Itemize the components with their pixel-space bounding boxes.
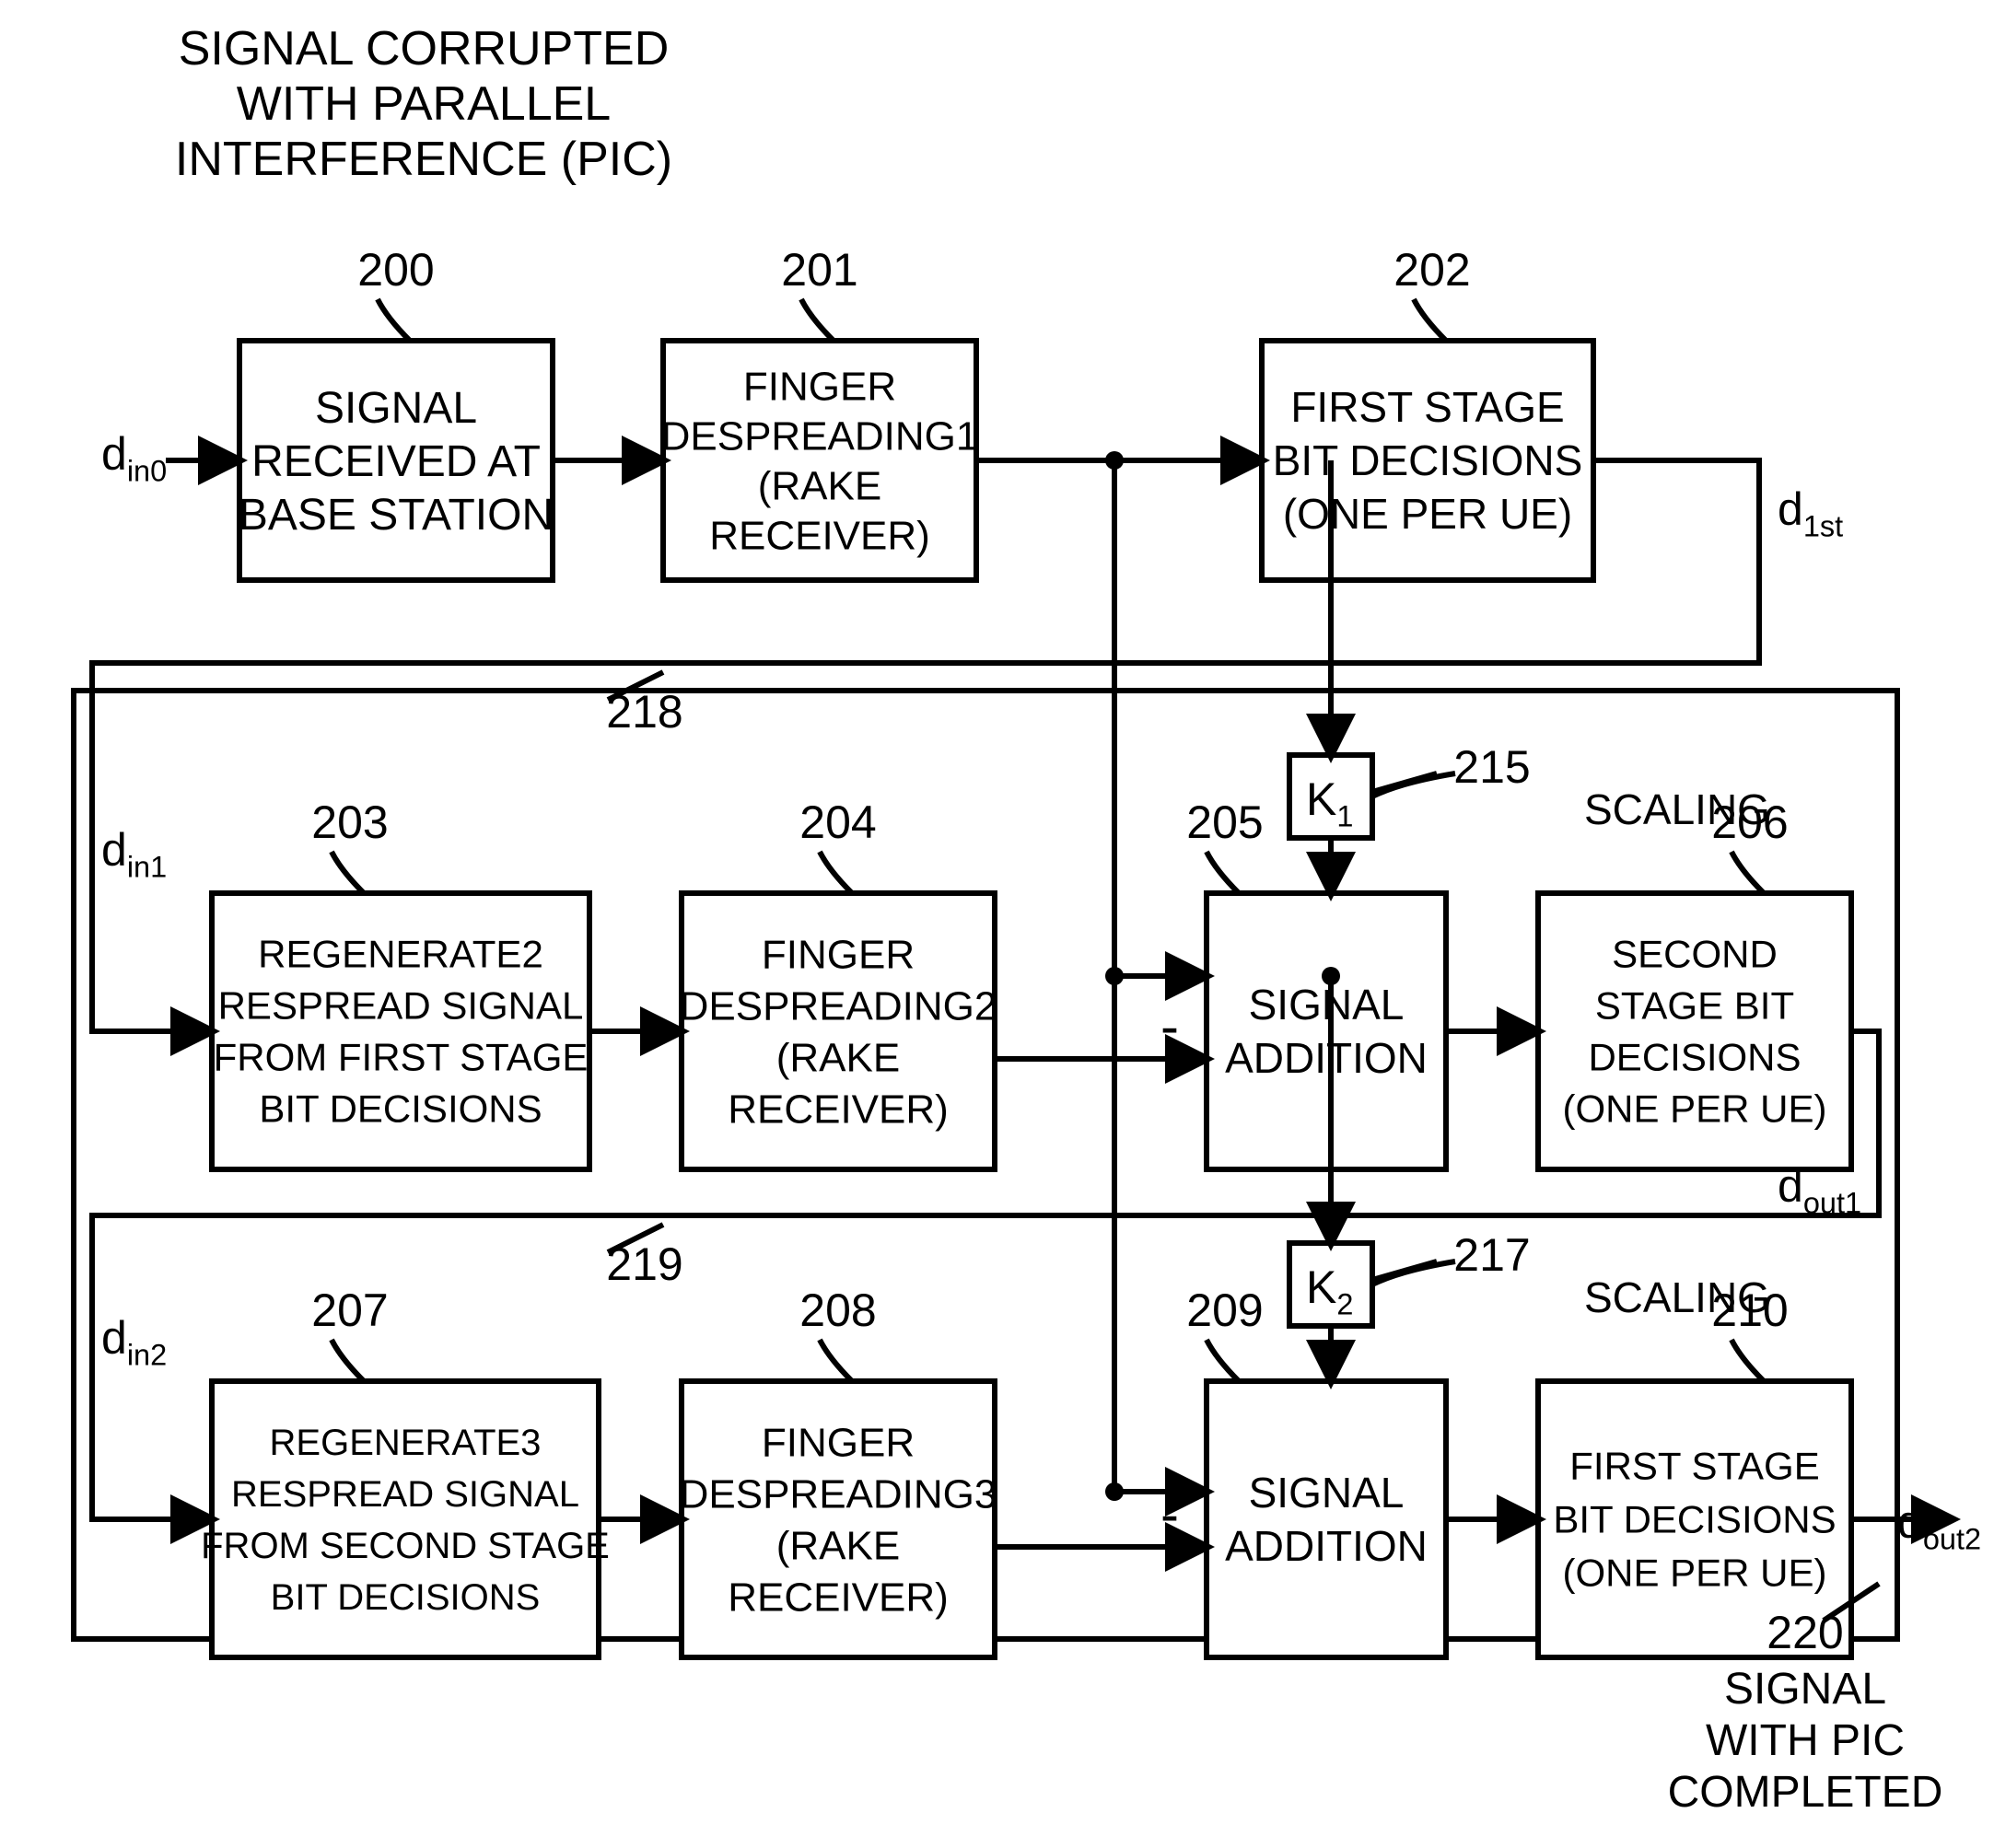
b202-ref: 202: [1393, 244, 1470, 296]
svg-text:RESPREAD SIGNAL: RESPREAD SIGNAL: [231, 1474, 579, 1515]
svg-text:(ONE PER UE): (ONE PER UE): [1283, 490, 1572, 538]
svg-text:SIGNAL: SIGNAL: [1249, 981, 1405, 1029]
svg-text:FROM FIRST STAGE: FROM FIRST STAGE: [214, 1036, 589, 1079]
minus-5: -: [1160, 995, 1179, 1057]
svg-text:BIT DECISIONS: BIT DECISIONS: [1553, 1498, 1836, 1541]
ref-r218: 218: [606, 686, 682, 738]
svg-text:WITH PIC: WITH PIC: [1706, 1716, 1905, 1765]
b202-label: FIRST STAGE BIT DECISIONS (ONE PER UE): [1273, 383, 1583, 538]
b207-ref: 207: [311, 1284, 388, 1336]
diagram-canvas: SIGNAL CORRUPTEDWITH PARALLELINTERFERENC…: [0, 0, 1994, 1848]
svg-text:RESPREAD SIGNAL: RESPREAD SIGNAL: [218, 984, 584, 1028]
b200-ref-tick: [378, 299, 410, 341]
svg-text:RECEIVED AT: RECEIVED AT: [251, 437, 541, 486]
svg-text:DECISIONS: DECISIONS: [1588, 1036, 1801, 1079]
svg-text:(ONE PER UE): (ONE PER UE): [1562, 1552, 1826, 1595]
b202-ref-tick: [1414, 299, 1446, 341]
b205-ref-tick: [1207, 852, 1239, 893]
k1-ref-tick: [1372, 773, 1455, 796]
svg-text:BIT DECISIONS: BIT DECISIONS: [259, 1087, 542, 1131]
svg-text:DESPREADING3: DESPREADING3: [680, 1471, 997, 1517]
b201-ref-tick: [801, 299, 834, 341]
b208-ref: 208: [799, 1284, 876, 1336]
svg-text:(RAKE: (RAKE: [776, 1523, 900, 1568]
svg-text:SECOND: SECOND: [1612, 933, 1778, 976]
junction-dot-0: [1105, 451, 1124, 470]
ref-r219: 219: [606, 1238, 682, 1290]
svg-text:ADDITION: ADDITION: [1225, 1522, 1428, 1570]
svg-text:FIRST STAGE: FIRST STAGE: [1290, 383, 1564, 431]
svg-text:RECEIVER): RECEIVER): [728, 1575, 949, 1620]
svg-text:SIGNAL: SIGNAL: [1249, 1469, 1405, 1517]
b203-ref: 203: [311, 796, 388, 848]
svg-text:WITH PARALLEL: WITH PARALLEL: [237, 77, 611, 131]
b209-ref-tick: [1207, 1340, 1239, 1381]
svg-text:REGENERATE3: REGENERATE3: [270, 1423, 542, 1463]
k2-ref: 217: [1453, 1229, 1530, 1281]
b206-ref-tick: [1732, 852, 1764, 893]
junction-dot-3: [1322, 967, 1340, 985]
signal-d1st: d1st: [1778, 483, 1843, 543]
svg-text:FINGER: FINGER: [762, 932, 915, 977]
title-label: SIGNAL CORRUPTEDWITH PARALLELINTERFERENC…: [175, 22, 672, 186]
k1-scaling-label: SCALING: [1584, 785, 1770, 833]
b200-ref: 200: [357, 244, 434, 296]
svg-text:FINGER: FINGER: [743, 364, 896, 409]
svg-text:SIGNAL: SIGNAL: [1724, 1665, 1886, 1714]
svg-text:FIRST STAGE: FIRST STAGE: [1569, 1445, 1819, 1488]
svg-text:SIGNAL: SIGNAL: [315, 384, 477, 433]
svg-text:ADDITION: ADDITION: [1225, 1034, 1428, 1082]
b201-ref: 201: [781, 244, 857, 296]
svg-text:FROM SECOND STAGE: FROM SECOND STAGE: [201, 1526, 610, 1566]
signal-din0: din0: [101, 428, 167, 488]
b210-ref-tick: [1732, 1340, 1764, 1381]
svg-text:DESPREADING2: DESPREADING2: [680, 983, 997, 1029]
b204-ref: 204: [799, 796, 876, 848]
b203-ref-tick: [332, 852, 364, 893]
k2-ref-tick: [1372, 1261, 1455, 1284]
signal-din1: din1: [101, 824, 167, 884]
b205-box: [1207, 893, 1446, 1169]
svg-text:RECEIVER): RECEIVER): [728, 1087, 949, 1132]
b207-ref-tick: [332, 1340, 364, 1381]
svg-text:REGENERATE2: REGENERATE2: [258, 933, 543, 976]
ref-r220: 220: [1767, 1607, 1843, 1658]
b204-ref-tick: [820, 852, 852, 893]
k2-scaling-label: SCALING: [1584, 1273, 1770, 1321]
b208-ref-tick: [820, 1340, 852, 1381]
b209-ref: 209: [1186, 1284, 1263, 1336]
svg-text:STAGE BIT: STAGE BIT: [1595, 984, 1794, 1028]
b209-box: [1207, 1381, 1446, 1657]
edge-18: [1372, 773, 1437, 792]
signal-din2: din2: [101, 1312, 167, 1372]
junction-dot-2: [1105, 1482, 1124, 1501]
svg-text:SIGNAL CORRUPTED: SIGNAL CORRUPTED: [179, 22, 670, 76]
svg-text:INTERFERENCE (PIC): INTERFERENCE (PIC): [175, 133, 672, 186]
svg-text:BIT DECISIONS: BIT DECISIONS: [271, 1577, 541, 1618]
svg-text:(ONE PER UE): (ONE PER UE): [1562, 1087, 1826, 1131]
svg-text:COMPLETED: COMPLETED: [1668, 1768, 1943, 1817]
svg-text:(RAKE: (RAKE: [758, 463, 881, 508]
signal-dout2: dout2: [1897, 1496, 1981, 1556]
b210-label: FIRST STAGE BIT DECISIONS (ONE PER UE): [1553, 1445, 1836, 1595]
k1-ref: 215: [1453, 741, 1530, 793]
edge-19: [1372, 1261, 1437, 1280]
svg-text:RECEIVER): RECEIVER): [709, 513, 930, 558]
svg-text:DESPREADING1: DESPREADING1: [661, 413, 979, 459]
svg-text:BIT DECISIONS: BIT DECISIONS: [1273, 436, 1583, 484]
junction-dot-1: [1105, 967, 1124, 985]
svg-text:(RAKE: (RAKE: [776, 1035, 900, 1080]
svg-text:FINGER: FINGER: [762, 1420, 915, 1465]
footer-label: SIGNALWITH PICCOMPLETED: [1668, 1665, 1943, 1817]
b205-ref: 205: [1186, 796, 1263, 848]
svg-text:BASE STATION: BASE STATION: [239, 491, 554, 540]
